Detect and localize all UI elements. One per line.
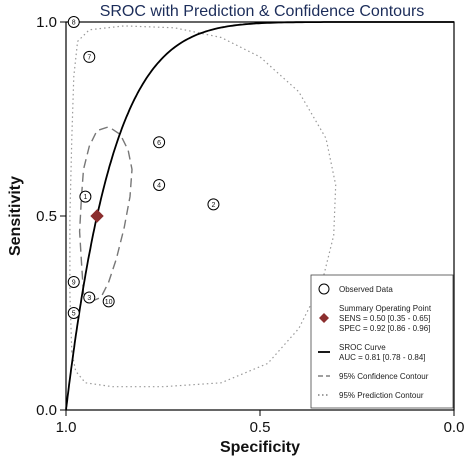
legend-item-label: 95% Confidence Contour — [339, 372, 429, 381]
observed-points: 1 2 3 4 5 6 7 8 9 10 — [67, 16, 220, 319]
observed-point-label: 3 — [87, 295, 91, 302]
observed-point — [79, 190, 92, 203]
legend-item-label: Observed Data — [339, 285, 393, 294]
legend-item-detail: AUC = 0.81 [0.78 - 0.84] — [339, 353, 426, 362]
y-tick-label: 0.0 — [36, 402, 57, 419]
observed-point-label: 5 — [72, 311, 76, 318]
x-tick-label: 0.0 — [444, 419, 465, 436]
legend-item-detail: SENS = 0.50 [0.35 - 0.65] — [339, 314, 430, 323]
observed-point-label: 9 — [72, 279, 76, 286]
observed-point-label: 2 — [211, 202, 215, 209]
observed-point — [207, 198, 220, 211]
observed-point — [102, 295, 115, 308]
observed-point — [83, 291, 96, 304]
x-tick-label: 1.0 — [56, 419, 77, 436]
observed-point-label: 8 — [72, 20, 76, 27]
contours — [69, 25, 337, 388]
sroc-curve-layer — [65, 21, 454, 410]
observed-point — [153, 178, 166, 191]
observed-point — [67, 16, 80, 28]
observed-point-label: 4 — [157, 182, 161, 189]
chart-title: SROC with Prediction & Confidence Contou… — [100, 3, 425, 20]
sroc-curve — [65, 21, 454, 410]
observed-point-label: 7 — [87, 54, 91, 61]
observed-point — [153, 136, 166, 149]
x-tick-label: 0.5 — [250, 419, 271, 436]
observed-point — [67, 275, 80, 288]
legend-item-label: SROC Curve — [339, 343, 386, 352]
observed-point — [67, 307, 80, 319]
legend-item-detail: SPEC = 0.92 [0.86 - 0.96] — [339, 324, 430, 333]
legend-box — [310, 274, 454, 409]
summary-operating-point — [90, 209, 104, 223]
legend-item-label: Summary Operating Point — [339, 304, 432, 313]
observed-point — [83, 50, 96, 63]
legend-diamond-symbol — [319, 313, 329, 323]
observed-point-label: 1 — [83, 194, 87, 201]
observed-point-label: 10 — [105, 299, 113, 306]
legend: Observed Data Summary Operating PointSENS… — [310, 274, 454, 409]
x-axis: 1.0 0.5 0.0 — [56, 410, 465, 436]
legend-circle-symbol — [318, 283, 330, 295]
y-tick-label: 1.0 — [36, 14, 57, 31]
y-tick-label: 0.5 — [36, 208, 57, 225]
observed-point-label: 6 — [157, 140, 161, 147]
prediction-contour — [69, 25, 337, 388]
x-axis-label: Specificity — [220, 439, 300, 456]
y-axis-label: Sensitivity — [7, 176, 24, 256]
legend-item-label: 95% Prediction Contour — [339, 391, 424, 400]
confidence-contour — [78, 126, 133, 303]
y-axis: 0.0 0.5 1.0 — [36, 14, 66, 419]
